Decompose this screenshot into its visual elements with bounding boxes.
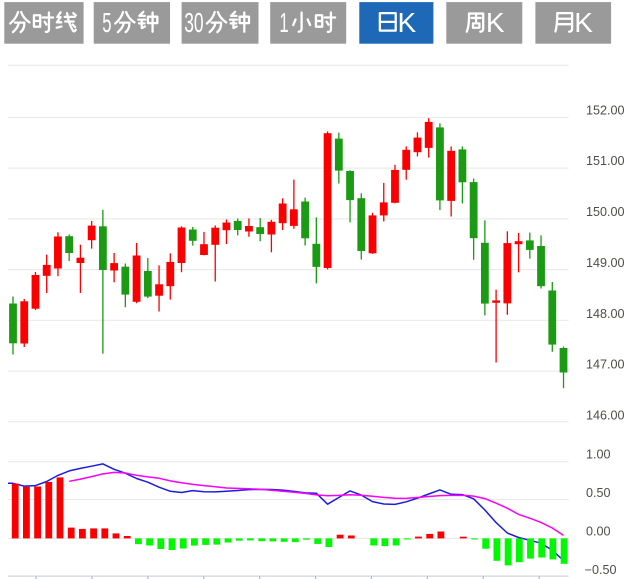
svg-text:K: K xyxy=(486,7,505,38)
svg-text:30: 30 xyxy=(184,7,203,38)
svg-text:K: K xyxy=(574,7,593,38)
svg-text:151.00: 151.00 xyxy=(586,154,625,168)
svg-text:149.00: 149.00 xyxy=(586,256,625,270)
svg-text:150.00: 150.00 xyxy=(586,205,625,219)
svg-text:148.00: 148.00 xyxy=(586,307,625,321)
svg-text:5: 5 xyxy=(102,7,111,38)
svg-text:152.00: 152.00 xyxy=(586,103,625,117)
svg-text:0.00: 0.00 xyxy=(586,524,611,538)
svg-text:K: K xyxy=(398,7,417,38)
svg-text:146.00: 146.00 xyxy=(586,409,625,423)
svg-text:0.50: 0.50 xyxy=(586,486,611,500)
svg-text:−0.50: −0.50 xyxy=(585,563,617,577)
svg-text:1: 1 xyxy=(279,7,288,38)
svg-text:147.00: 147.00 xyxy=(586,358,625,372)
svg-text:1.00: 1.00 xyxy=(586,448,611,462)
